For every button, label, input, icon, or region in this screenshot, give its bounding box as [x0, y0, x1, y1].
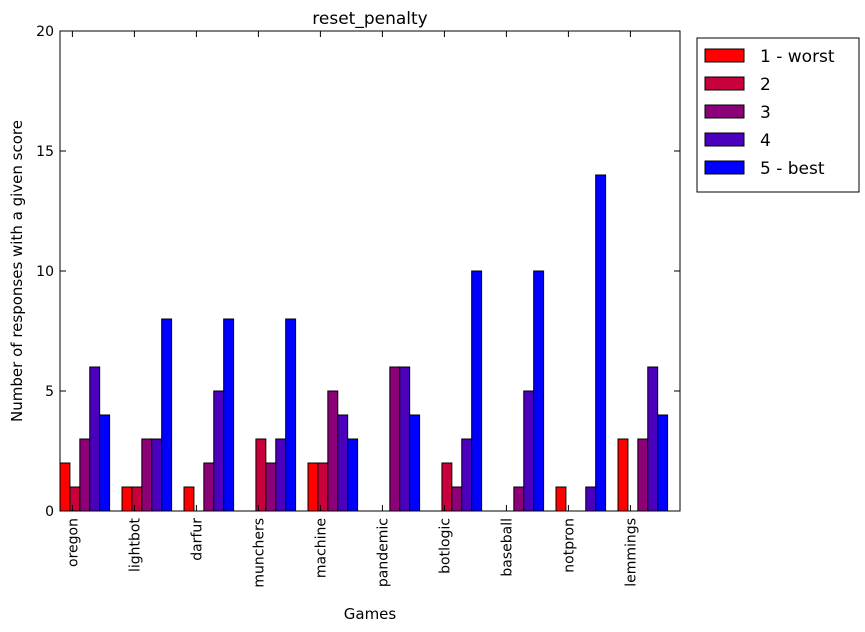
- bar-darfur-series-1: [183, 486, 195, 512]
- axes-group: 0 5 10 15 20 oregon lightbot darfur munchers mach…: [36, 24, 681, 588]
- x-tick-label-baseball: baseball: [499, 518, 515, 577]
- x-tick-label-oregon: oregon: [65, 518, 81, 567]
- x-tick-label-botlogic: botlogic: [437, 518, 453, 574]
- bar-notpron-series-1: [555, 486, 567, 512]
- bar-oregon-series-1: [59, 462, 71, 512]
- x-tick-label-lightbot: lightbot: [127, 518, 143, 572]
- bar-oregon-series-4: [89, 366, 101, 512]
- legend-label-series-2: 2: [760, 75, 771, 95]
- legend-swatch-series-3: [704, 104, 745, 119]
- legend-swatch-series-2: [704, 76, 745, 91]
- bar-botlogic-series-2: [441, 462, 453, 512]
- bar-botlogic-series-3: [451, 486, 463, 512]
- legend-swatch-series-4: [704, 132, 745, 147]
- bar-darfur-series-4: [213, 390, 225, 512]
- bar-lightbot-series-2: [131, 486, 143, 512]
- bar-darfur-series-3: [203, 462, 215, 512]
- bar-lemmings-series-4: [647, 366, 659, 512]
- bar-pandemic-series-3: [389, 366, 401, 512]
- legend-label-series-3: 3: [760, 103, 771, 123]
- chart-title: reset_penalty: [312, 9, 427, 29]
- bar-oregon-series-5: [99, 414, 111, 512]
- x-tick-label-machine: machine: [313, 518, 329, 578]
- bar-baseball-series-4: [523, 390, 535, 512]
- x-axis-title: Games: [344, 605, 397, 623]
- bar-baseball-series-5: [533, 270, 545, 512]
- legend-label-series-4: 4: [760, 131, 771, 151]
- bar-machine-series-5: [347, 438, 359, 512]
- bar-lemmings-series-1: [617, 438, 629, 512]
- x-tick-label-pandemic: pandemic: [375, 518, 391, 587]
- bar-lightbot-series-3: [141, 438, 153, 512]
- bar-oregon-series-3: [79, 438, 91, 512]
- legend: 1 - worst 2 3 4 5 - best: [696, 37, 860, 193]
- bar-botlogic-series-4: [461, 438, 473, 512]
- y-tick-label: 0: [45, 504, 54, 520]
- bar-lightbot-series-5: [161, 318, 173, 512]
- y-tick-label: 10: [36, 264, 54, 280]
- x-tick-label-lemmings: lemmings: [623, 518, 639, 587]
- bar-lemmings-series-5: [657, 414, 669, 512]
- y-tick-label: 20: [36, 24, 54, 40]
- bar-oregon-series-2: [69, 486, 81, 512]
- legend-label-series-5: 5 - best: [760, 159, 825, 179]
- bar-munchers-series-4: [275, 438, 287, 512]
- bar-lightbot-series-1: [121, 486, 133, 512]
- y-tick-label: 15: [36, 144, 54, 160]
- bar-lemmings-series-3: [637, 438, 649, 512]
- bar-pandemic-series-4: [399, 366, 411, 512]
- bar-baseball-series-3: [513, 486, 525, 512]
- bar-notpron-series-4: [585, 486, 597, 512]
- bar-botlogic-series-5: [471, 270, 483, 512]
- y-axis-title: Number of responses with a given score: [8, 120, 26, 422]
- bar-machine-series-2: [317, 462, 329, 512]
- bars-group: [59, 174, 669, 512]
- bar-machine-series-3: [327, 390, 339, 512]
- bar-machine-series-4: [337, 414, 349, 512]
- legend-swatch-series-1: [704, 48, 745, 63]
- legend-swatch-series-5: [704, 160, 745, 175]
- y-tick-label: 5: [45, 384, 54, 400]
- x-tick-label-munchers: munchers: [251, 518, 267, 588]
- bar-munchers-series-2: [255, 438, 267, 512]
- bar-notpron-series-5: [595, 174, 607, 512]
- bar-machine-series-1: [307, 462, 319, 512]
- bar-darfur-series-5: [223, 318, 235, 512]
- bar-lightbot-series-4: [151, 438, 163, 512]
- bar-munchers-series-3: [265, 462, 277, 512]
- x-tick-label-notpron: notpron: [561, 518, 577, 573]
- bar-pandemic-series-5: [409, 414, 421, 512]
- bar-munchers-series-5: [285, 318, 297, 512]
- x-tick-label-darfur: darfur: [189, 518, 205, 561]
- legend-label-series-1: 1 - worst: [760, 47, 835, 67]
